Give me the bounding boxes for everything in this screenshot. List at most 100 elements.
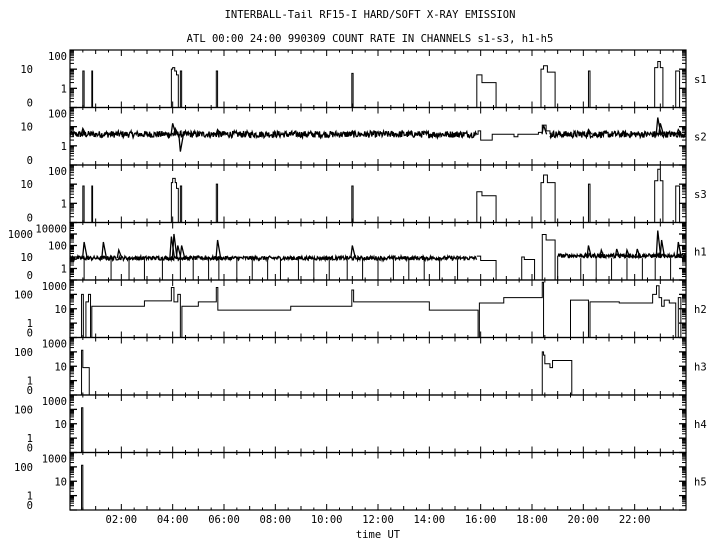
x-tick-label: 16:00 bbox=[465, 514, 497, 526]
panel-label-h2: h2 bbox=[694, 304, 707, 316]
x-axis-label: time UT bbox=[356, 529, 401, 541]
y-tick-label: 1 bbox=[27, 318, 33, 330]
y-tick-label: 100 bbox=[48, 241, 67, 253]
y-tick-label: 1 bbox=[61, 264, 67, 276]
series-line-h5 bbox=[70, 464, 686, 511]
panel-frame bbox=[69, 451, 687, 511]
panels: 1001010s11001010s21001010s31000010001001… bbox=[8, 49, 707, 526]
y-tick-label: 1 bbox=[27, 491, 33, 503]
y-tick-label: 1 bbox=[61, 83, 67, 95]
y-tick-label: 100 bbox=[48, 51, 67, 63]
y-tick-label: 1 bbox=[27, 433, 33, 445]
panel-frame bbox=[69, 394, 687, 454]
y-tick-label: 10 bbox=[54, 361, 67, 373]
y-tick-label: 100 bbox=[14, 289, 33, 301]
x-tick-label: 20:00 bbox=[568, 514, 600, 526]
y-tick-label: 100 bbox=[14, 404, 33, 416]
series-line-h1 bbox=[476, 234, 559, 281]
series-noise-s2 bbox=[549, 128, 687, 140]
y-tick-label: 1000 bbox=[42, 281, 67, 293]
x-tick-label: 08:00 bbox=[260, 514, 292, 526]
panel-frame bbox=[69, 164, 687, 224]
spike-mark bbox=[175, 245, 182, 259]
y-tick-label: 100 bbox=[14, 347, 33, 359]
y-tick-label: 10 bbox=[20, 64, 33, 76]
series-line-s2 bbox=[476, 124, 551, 141]
spike-mark bbox=[635, 248, 641, 259]
spike-mark bbox=[173, 126, 179, 135]
y-tick-label: 10 bbox=[20, 252, 33, 264]
panel-frame bbox=[69, 336, 687, 396]
spike-mark bbox=[614, 248, 621, 259]
y-tick-label: 10 bbox=[54, 419, 67, 431]
y-tick-label: 1 bbox=[61, 198, 67, 210]
y-tick-label: 0 bbox=[27, 270, 33, 282]
y-tick-label: 0 bbox=[27, 98, 33, 110]
chart-title: INTERBALL-Tail RF15-I HARD/SOFT X-RAY EM… bbox=[225, 9, 516, 21]
y-tick-label: 1000 bbox=[42, 396, 67, 408]
y-tick-label: 100 bbox=[48, 109, 67, 121]
spike-mark bbox=[178, 134, 185, 152]
y-tick-label: 10 bbox=[54, 304, 67, 316]
panel-h2: 1000 100 10 10 h2 bbox=[14, 279, 707, 340]
panel-label-h1: h1 bbox=[694, 246, 707, 258]
x-tick-label: 06:00 bbox=[208, 514, 240, 526]
panel-label-s3: s3 bbox=[694, 189, 707, 201]
series-noise-h1 bbox=[557, 251, 687, 260]
x-tick-label: 14:00 bbox=[414, 514, 446, 526]
spike-mark bbox=[624, 247, 631, 259]
panel-h4: 1000 100 10 10 h4 bbox=[14, 394, 707, 455]
series-line-s3 bbox=[70, 168, 686, 223]
y-tick-label: 1000 bbox=[42, 454, 67, 466]
series-line-h3 bbox=[70, 349, 686, 396]
spike-mark bbox=[215, 128, 222, 135]
y-tick-label: 100 bbox=[14, 462, 33, 474]
spike-mark bbox=[676, 128, 682, 135]
panel-label-h3: h3 bbox=[694, 361, 707, 373]
panel-h5: 1000 100 10 10 h5 bbox=[14, 451, 707, 512]
spike-mark bbox=[676, 241, 683, 259]
panel-frame bbox=[69, 106, 687, 166]
x-tick-label: 18:00 bbox=[516, 514, 548, 526]
spike-mark bbox=[116, 247, 123, 259]
y-tick-label: 0 bbox=[27, 328, 33, 340]
panel-label-s1: s1 bbox=[694, 74, 707, 86]
y-tick-label: 10 bbox=[20, 179, 33, 191]
y-tick-label: 100 bbox=[48, 166, 67, 178]
y-tick-label: 1 bbox=[61, 141, 67, 153]
x-tick-label: 04:00 bbox=[157, 514, 189, 526]
series-line-s1 bbox=[70, 61, 686, 108]
series-line-h2 bbox=[70, 281, 686, 338]
y-tick-label: 10 bbox=[20, 122, 33, 134]
y-tick-label: 0 bbox=[27, 500, 33, 512]
spike-mark bbox=[171, 233, 178, 259]
spike-mark bbox=[599, 247, 605, 259]
y-tick-label: 1000 bbox=[42, 339, 67, 351]
y-tick-label: 10000 bbox=[35, 224, 67, 236]
x-tick-label: 10:00 bbox=[311, 514, 343, 526]
series-line-h4 bbox=[70, 407, 686, 453]
series-noise-h1 bbox=[69, 253, 478, 263]
y-tick-label: 0 bbox=[27, 443, 33, 455]
chart-subtitle: ATL 00:00 24:00 990309 COUNT RATE IN CHA… bbox=[187, 33, 554, 45]
y-tick-label: 0 bbox=[27, 385, 33, 397]
spike-mark bbox=[586, 245, 593, 259]
y-tick-label: 1 bbox=[27, 376, 33, 388]
y-tick-label: 0 bbox=[27, 213, 33, 225]
y-tick-label: 0 bbox=[27, 155, 33, 167]
spike-mark bbox=[81, 241, 88, 259]
panel-h3: 1000 100 10 10 h3 bbox=[14, 336, 707, 397]
x-tick-label: 12:00 bbox=[362, 514, 394, 526]
spike-mark bbox=[179, 245, 186, 259]
series-noise-s2 bbox=[69, 128, 478, 141]
panel-frame bbox=[69, 49, 687, 109]
spike-mark bbox=[101, 241, 108, 259]
spike-mark bbox=[80, 126, 87, 135]
spike-mark bbox=[215, 239, 222, 259]
spike-mark bbox=[655, 230, 662, 259]
